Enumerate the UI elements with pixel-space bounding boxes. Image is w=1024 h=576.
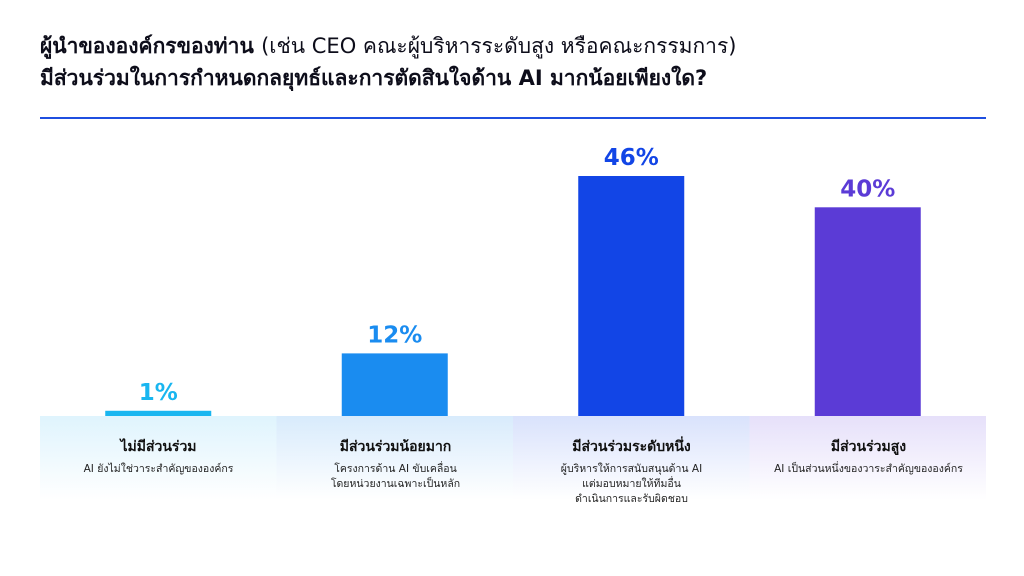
bar: [578, 176, 685, 416]
title-line-2: มีส่วนร่วมในการกำหนดกลยุทธ์และการตัดสินใ…: [40, 66, 708, 90]
title-divider: [40, 117, 986, 119]
title-line-1-bold: ผู้นำขององค์กรของท่าน: [40, 34, 254, 58]
category-band: [276, 416, 513, 500]
bar-value-label: 40%: [840, 176, 895, 202]
category-description: AI เป็นส่วนหนึ่งของวาระสำคัญขององค์กร: [774, 463, 963, 475]
bar: [341, 353, 448, 416]
chart-title: ผู้นำขององค์กรของท่าน (เช่น CEO คณะผู้บร…: [40, 30, 990, 94]
category-label: มีส่วนร่วมสูง: [830, 439, 907, 455]
category-3: มีส่วนร่วมสูง AI เป็นส่วนหนึ่งของวาระสำค…: [750, 416, 987, 500]
title-line-1-rest: (เช่น CEO คณะผู้บริหารระดับสูง หรือคณะกร…: [261, 34, 737, 58]
category-2: มีส่วนร่วมระดับหนึ่ง ผู้บริหารให้การสนับ…: [513, 416, 750, 505]
category-label: มีส่วนร่วมน้อยมาก: [339, 439, 452, 455]
bar-value-label: 12%: [367, 322, 422, 348]
category-band: [749, 416, 986, 500]
category-label: ไม่มีส่วนร่วม: [120, 439, 197, 455]
category-band: [40, 416, 277, 500]
bar: [814, 207, 921, 416]
bar-value-label: 1%: [139, 380, 178, 406]
category-0: ไม่มีส่วนร่วม AI ยังไม่ใช่วาระสำคัญขององ…: [40, 416, 277, 500]
title-line-1: ผู้นำขององค์กรของท่าน (เช่น CEO คณะผู้บร…: [40, 30, 990, 62]
category-label: มีส่วนร่วมระดับหนึ่ง: [572, 439, 691, 455]
category-description: โครงการด้าน AI ขับเคลื่อน โดยหน่วยงานเฉพ…: [330, 463, 461, 490]
category-band: [513, 416, 750, 500]
category-description: AI ยังไม่ใช่วาระสำคัญขององค์กร: [83, 463, 234, 475]
bar: [105, 410, 212, 416]
category-1: มีส่วนร่วมน้อยมาก โครงการด้าน AI ขับเคลื…: [277, 416, 514, 500]
category-description: ผู้บริหารให้การสนับสนุนด้าน AI แต่มอบหมา…: [560, 463, 703, 505]
bar-value-label: 46%: [604, 145, 659, 171]
